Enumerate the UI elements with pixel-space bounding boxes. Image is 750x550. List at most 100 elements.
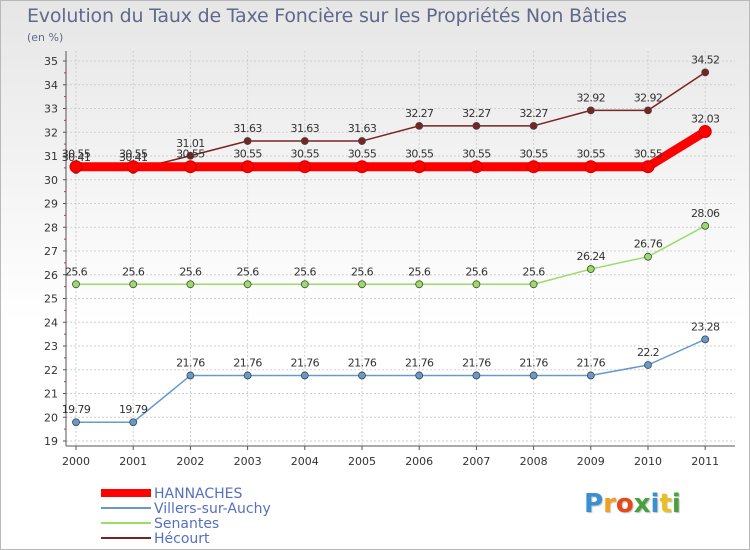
- data-point-hannaches: [469, 160, 483, 174]
- y-tick-label: 23: [44, 340, 58, 353]
- x-tick-label: 2002: [176, 455, 204, 468]
- data-point-hannaches: [183, 160, 197, 174]
- data-point-h-court: [358, 137, 366, 145]
- logo-letter: i: [671, 489, 681, 519]
- x-tick-label: 2000: [62, 455, 90, 468]
- y-tick-label: 30: [44, 174, 58, 187]
- y-tick-label: 34: [44, 79, 58, 92]
- data-label-h-court: 31.63: [233, 122, 262, 135]
- data-label-senantes: 25.6: [65, 265, 88, 278]
- y-tick-label: 20: [44, 411, 58, 424]
- data-label-hannaches: 30.55: [462, 148, 491, 161]
- data-point-senantes: [129, 280, 138, 289]
- legend-swatch-senantes: [101, 522, 151, 524]
- data-point-hannaches: [698, 125, 712, 139]
- data-label-h-court: 32.92: [634, 91, 663, 104]
- legend-label-senantes: Senantes: [154, 516, 220, 532]
- legend-swatch-hannaches: [101, 489, 151, 497]
- data-point-senantes: [72, 280, 80, 289]
- data-label-senantes: 26.76: [634, 238, 663, 251]
- data-point-senantes: [529, 280, 538, 289]
- axis-layer: 19 20 21 22 23 24 25 26 27 28 29 30 31 32 33 34 35 2000 20…: [44, 51, 735, 468]
- logo-letter: o: [615, 489, 634, 519]
- logo-letter: P: [584, 489, 604, 519]
- data-point-villers-sur-auchy: [243, 371, 252, 380]
- x-tick-label: 2008: [520, 455, 548, 468]
- data-point-villers-sur-auchy: [358, 371, 366, 380]
- data-point-senantes: [701, 221, 710, 230]
- y-tick-label: 33: [44, 103, 58, 116]
- data-label-h-court: 30.41: [119, 151, 148, 164]
- data-point-hannaches: [241, 160, 255, 174]
- data-label-h-court: 32.27: [462, 107, 491, 120]
- y-tick-label: 35: [44, 55, 58, 68]
- legend-label-hecourt: Hécourt: [154, 531, 210, 547]
- data-point-hannaches: [584, 160, 598, 174]
- y-tick-label: 24: [44, 316, 58, 329]
- data-label-villers-sur-auchy: 21.76: [577, 356, 606, 369]
- y-tick-label: 26: [44, 269, 58, 282]
- data-label-h-court: 32.92: [577, 91, 606, 104]
- data-label-h-court: 31.01: [176, 137, 205, 150]
- data-point-hannaches: [412, 160, 426, 174]
- data-point-villers-sur-auchy: [300, 371, 309, 380]
- series-line-villers-sur-auchy: [75, 338, 706, 423]
- data-point-villers-sur-auchy: [72, 418, 80, 427]
- data-point-villers-sur-auchy: [186, 371, 195, 380]
- x-tick-label: 2004: [291, 455, 319, 468]
- data-label-villers-sur-auchy: 23.28: [691, 320, 720, 333]
- data-label-hannaches: 30.55: [62, 148, 91, 161]
- data-label-hannaches: 30.55: [577, 148, 606, 161]
- data-label-hannaches: 32.03: [691, 113, 720, 126]
- logo-letter: i: [650, 489, 660, 519]
- data-label-h-court: 34.52: [691, 53, 720, 66]
- y-tick-label: 22: [44, 364, 58, 377]
- data-label-senantes: 25.6: [465, 265, 488, 278]
- data-point-senantes: [243, 280, 252, 289]
- data-point-senantes: [186, 280, 195, 289]
- data-label-villers-sur-auchy: 21.76: [176, 356, 205, 369]
- data-label-h-court: 31.63: [348, 122, 377, 135]
- data-label-hannaches: 30.55: [291, 148, 320, 161]
- data-label-senantes: 25.6: [294, 265, 317, 278]
- y-tick-label: 27: [44, 245, 58, 258]
- data-point-hannaches: [527, 160, 541, 174]
- series-layer: [69, 68, 712, 427]
- legend-label-hannaches: HANNACHES: [154, 486, 243, 502]
- data-point-villers-sur-auchy: [415, 371, 424, 380]
- y-tick-label: 29: [44, 198, 58, 211]
- data-label-senantes: 25.6: [122, 265, 145, 278]
- x-tick-label: 2005: [348, 455, 376, 468]
- data-label-villers-sur-auchy: 19.79: [62, 403, 91, 416]
- logo-letter: r: [603, 489, 616, 519]
- data-point-hannaches: [298, 160, 312, 174]
- data-label-h-court: 31.63: [291, 122, 320, 135]
- data-point-villers-sur-auchy: [129, 418, 138, 427]
- data-point-h-court: [472, 121, 481, 130]
- data-point-senantes: [644, 252, 652, 261]
- data-label-hannaches: 30.55: [348, 148, 377, 161]
- data-label-villers-sur-auchy: 21.76: [519, 356, 548, 369]
- data-label-senantes: 25.6: [408, 265, 431, 278]
- data-point-senantes: [472, 280, 481, 289]
- data-label-hannaches: 30.55: [634, 148, 663, 161]
- data-point-h-court: [415, 121, 424, 130]
- y-tick-label: 32: [44, 126, 58, 139]
- legend-swatch-villers-sur-auchy: [101, 507, 151, 509]
- y-tick-label: 28: [44, 221, 58, 234]
- data-label-villers-sur-auchy: 21.76: [462, 356, 491, 369]
- y-tick-label: 21: [44, 388, 58, 401]
- data-label-h-court: 30.41: [62, 151, 91, 164]
- data-label-senantes: 28.06: [691, 207, 720, 220]
- logo-letter: t: [659, 489, 672, 519]
- data-point-h-court: [644, 106, 652, 115]
- data-point-hannaches: [126, 160, 140, 174]
- series-line-senantes: [75, 225, 706, 285]
- data-label-villers-sur-auchy: 21.76: [233, 356, 262, 369]
- data-label-senantes: 25.6: [351, 265, 374, 278]
- chart-title: Evolution du Taux de Taxe Foncière sur l…: [27, 5, 627, 27]
- y-tick-label: 25: [44, 293, 58, 306]
- data-point-senantes: [586, 265, 595, 273]
- data-point-h-court: [186, 151, 195, 160]
